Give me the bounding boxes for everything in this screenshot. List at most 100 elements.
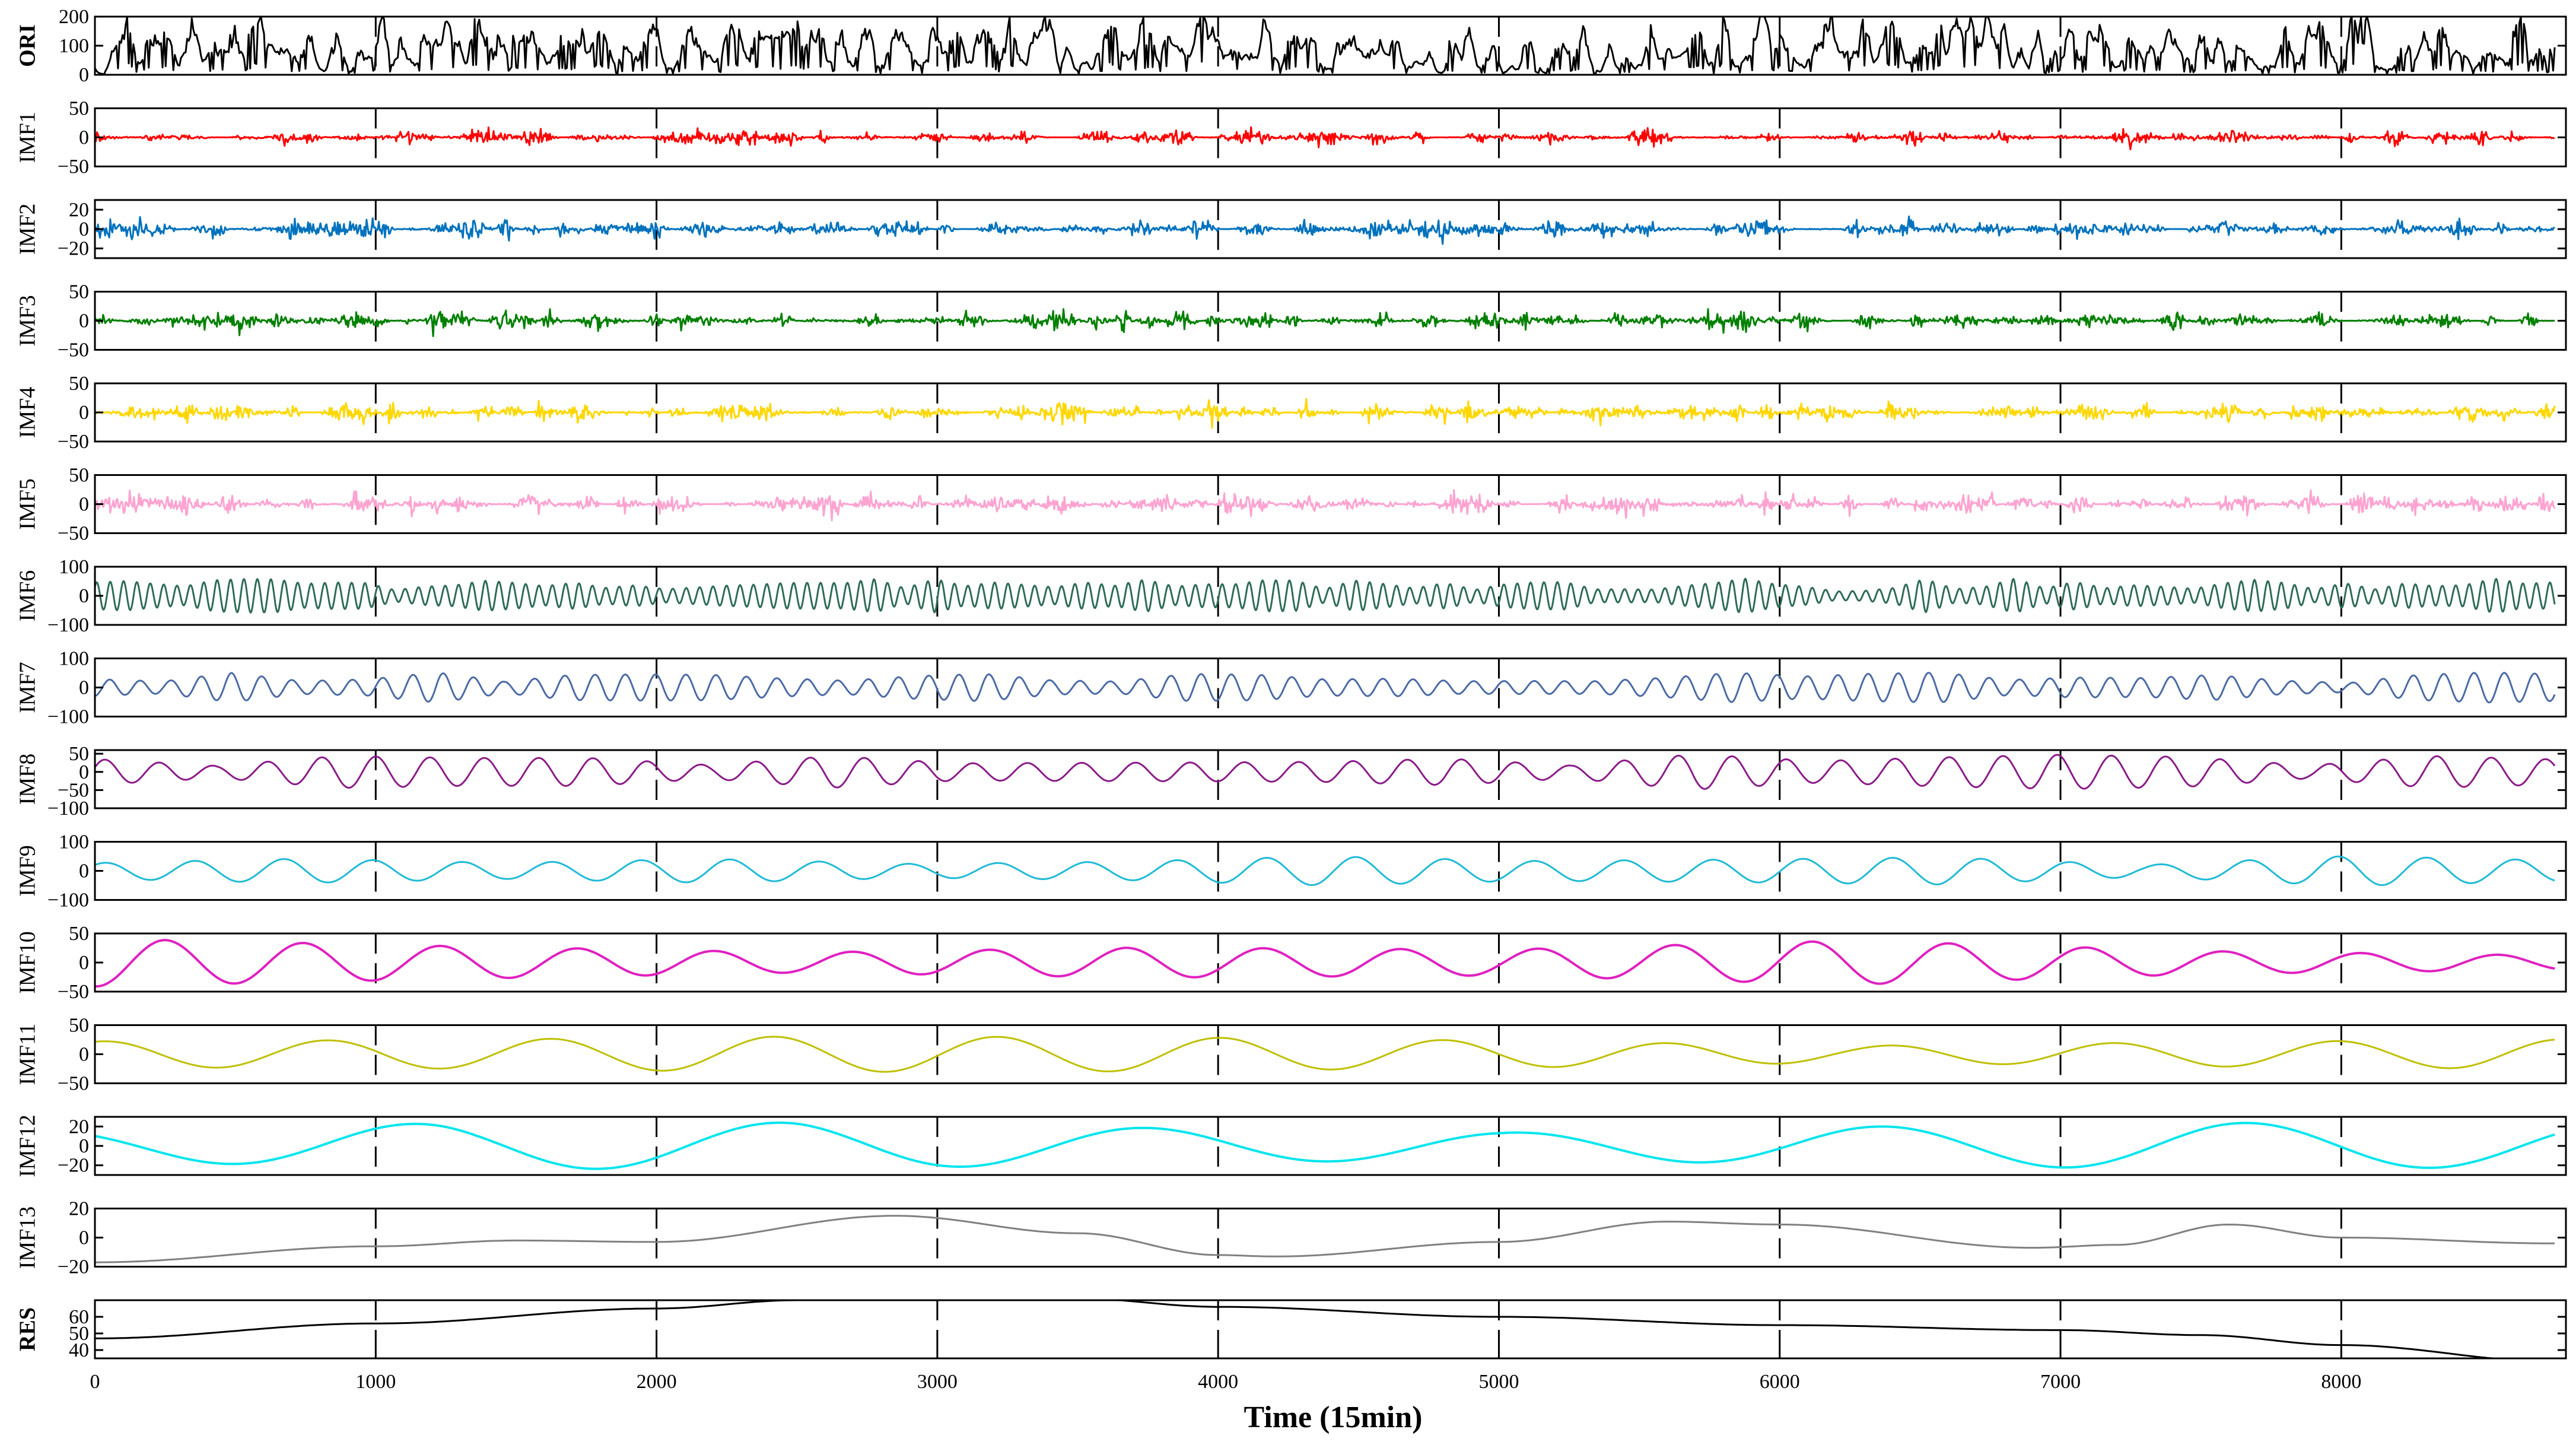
y-tick-label-imf9: 0 bbox=[79, 860, 89, 882]
y-tick-label-imf1: 0 bbox=[79, 127, 89, 149]
y-tick-label-imf4: 0 bbox=[79, 402, 89, 424]
series-line-imf5 bbox=[94, 489, 2556, 522]
y-tick-label-imf11: −50 bbox=[58, 1073, 89, 1095]
panel-imf4: −50 0 50 IMF4 bbox=[15, 373, 2567, 453]
panel-frame-imf6 bbox=[94, 566, 2567, 626]
y-tick-label-imf5: 0 bbox=[79, 494, 89, 516]
x-axis-label: Time (15min) bbox=[1244, 1400, 1423, 1434]
series-line-res bbox=[95, 1299, 2555, 1360]
y-tick-label-imf3: 0 bbox=[79, 310, 89, 332]
panel-frame-imf8 bbox=[94, 749, 2567, 809]
y-tick-label-ori: 200 bbox=[59, 6, 89, 28]
panel-label-imf2: IMF2 bbox=[15, 204, 40, 255]
series-line-imf6 bbox=[94, 577, 2556, 614]
y-tick-label-imf3: −50 bbox=[58, 339, 89, 361]
panel-label-imf10: IMF10 bbox=[15, 931, 40, 994]
y-tick-label-imf10: −50 bbox=[58, 981, 89, 1003]
x-tick-label-6000: 6000 bbox=[1760, 1371, 1800, 1393]
y-tick-label-imf6: 0 bbox=[79, 585, 89, 607]
x-tick-label-3000: 3000 bbox=[917, 1371, 958, 1393]
y-tick-label-imf7: 0 bbox=[79, 677, 89, 699]
y-tick-label-imf1: −50 bbox=[58, 156, 89, 178]
y-tick-label-imf13: 0 bbox=[79, 1227, 89, 1249]
x-tick-label-2000: 2000 bbox=[637, 1371, 677, 1393]
panel-ori: 0 100 200 ORI bbox=[15, 6, 2567, 86]
y-tick-label-imf5: −50 bbox=[58, 523, 89, 545]
panel-frame-imf10 bbox=[94, 932, 2567, 993]
y-tick-label-imf11: 50 bbox=[69, 1015, 89, 1037]
series-line-ori bbox=[94, 15, 2556, 75]
panel-imf10: −50 0 50 IMF10 bbox=[15, 923, 2567, 1003]
y-tick-label-imf6: −100 bbox=[47, 614, 89, 636]
panel-imf3: −50 0 50 IMF3 bbox=[15, 281, 2567, 361]
panels: 0100200ORI−50050IMF1−20020IMF2−50050IMF3… bbox=[15, 6, 2567, 1361]
panel-frame-res bbox=[94, 1299, 2567, 1360]
y-tick-label-imf4: −50 bbox=[58, 431, 89, 453]
y-tick-label-imf9: −100 bbox=[47, 890, 89, 912]
y-tick-label-imf7: 100 bbox=[59, 648, 89, 670]
panel-label-res: RES bbox=[15, 1307, 40, 1351]
panel-label-imf9: IMF9 bbox=[15, 845, 40, 897]
y-tick-label-imf13: −20 bbox=[58, 1256, 89, 1278]
panel-imf6: −100 0 100 IMF6 bbox=[15, 556, 2567, 636]
x-tick-label-1000: 1000 bbox=[355, 1371, 396, 1393]
series-line-imf12 bbox=[94, 1121, 2555, 1170]
series-line-imf1 bbox=[94, 126, 2555, 151]
x-axis: 0 1000 2000 3000 4000 5000 6000 7000 8000 bbox=[90, 1350, 2361, 1393]
series-line-imf10 bbox=[95, 939, 2555, 988]
y-tick-label-ori: 100 bbox=[59, 35, 89, 57]
series-line-imf7 bbox=[94, 672, 2556, 704]
panel-label-imf4: IMF4 bbox=[15, 387, 40, 439]
y-tick-label-res: 40 bbox=[69, 1339, 89, 1361]
panel-frame-imf13 bbox=[94, 1208, 2567, 1268]
y-tick-label-imf12: 0 bbox=[79, 1135, 89, 1157]
y-tick-label-imf2: −20 bbox=[58, 238, 89, 260]
series-line-imf9 bbox=[94, 855, 2555, 886]
panel-imf1: −50 0 50 IMF1 bbox=[15, 98, 2567, 178]
panel-label-imf13: IMF13 bbox=[15, 1206, 40, 1269]
x-tick-label-4000: 4000 bbox=[1198, 1371, 1238, 1393]
y-tick-label-imf1: 50 bbox=[69, 98, 89, 120]
panel-label-imf3: IMF3 bbox=[15, 295, 40, 347]
series-line-imf2 bbox=[94, 215, 2555, 245]
y-tick-label-imf2: 20 bbox=[69, 199, 89, 221]
panel-imf9: −100 0 100 IMF9 bbox=[15, 831, 2567, 912]
y-tick-label-imf12: 20 bbox=[69, 1116, 89, 1138]
y-tick-label-imf13: 20 bbox=[69, 1198, 89, 1220]
panel-frame-imf12 bbox=[94, 1116, 2567, 1176]
series-line-imf11 bbox=[94, 1036, 2555, 1073]
x-tick-label-0: 0 bbox=[90, 1371, 100, 1393]
y-tick-label-imf10: 50 bbox=[69, 923, 89, 945]
panel-label-imf1: IMF1 bbox=[15, 112, 40, 163]
y-tick-label-imf6: 100 bbox=[59, 556, 89, 578]
x-tick-label-7000: 7000 bbox=[2040, 1371, 2081, 1393]
y-tick-label-res: 60 bbox=[69, 1306, 89, 1328]
y-tick-label-imf12: −20 bbox=[58, 1155, 89, 1177]
series-line-imf8 bbox=[94, 754, 2556, 790]
y-tick-label-imf4: 50 bbox=[69, 373, 89, 395]
panel-imf5: −50 0 50 IMF5 bbox=[15, 465, 2567, 545]
y-tick-label-imf9: 100 bbox=[59, 831, 89, 853]
panel-label-imf11: IMF11 bbox=[15, 1023, 40, 1085]
y-tick-label-imf3: 50 bbox=[69, 281, 89, 303]
series-line-imf3 bbox=[94, 308, 2555, 337]
y-tick-label-ori: 0 bbox=[79, 64, 89, 86]
panel-imf7: −100 0 100 IMF7 bbox=[15, 648, 2567, 728]
panel-frame-imf9 bbox=[94, 841, 2567, 901]
panel-label-imf12: IMF12 bbox=[15, 1114, 40, 1177]
y-tick-label-imf8: 0 bbox=[79, 761, 89, 783]
series-line-imf13 bbox=[94, 1215, 2555, 1263]
panel-imf11: −50 0 50 IMF11 bbox=[15, 1015, 2567, 1095]
panel-label-imf5: IMF5 bbox=[15, 478, 40, 530]
panel-label-ori: ORI bbox=[15, 24, 40, 67]
y-tick-label-imf2: 0 bbox=[79, 218, 89, 240]
y-tick-label-imf10: 0 bbox=[79, 952, 89, 974]
panel-imf13: −20 0 20 IMF13 bbox=[15, 1198, 2567, 1278]
y-tick-label-imf7: −100 bbox=[47, 706, 89, 728]
y-tick-label-imf8: −100 bbox=[47, 798, 89, 820]
